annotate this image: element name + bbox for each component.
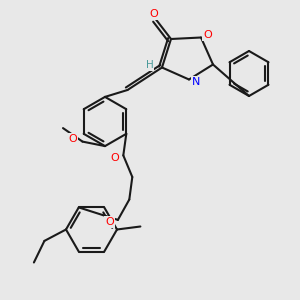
Text: O: O bbox=[149, 9, 158, 19]
Text: H: H bbox=[146, 59, 153, 70]
Text: O: O bbox=[68, 134, 77, 144]
Text: N: N bbox=[192, 77, 201, 87]
Text: O: O bbox=[203, 29, 212, 40]
Text: O: O bbox=[105, 217, 114, 227]
Text: O: O bbox=[110, 153, 119, 163]
